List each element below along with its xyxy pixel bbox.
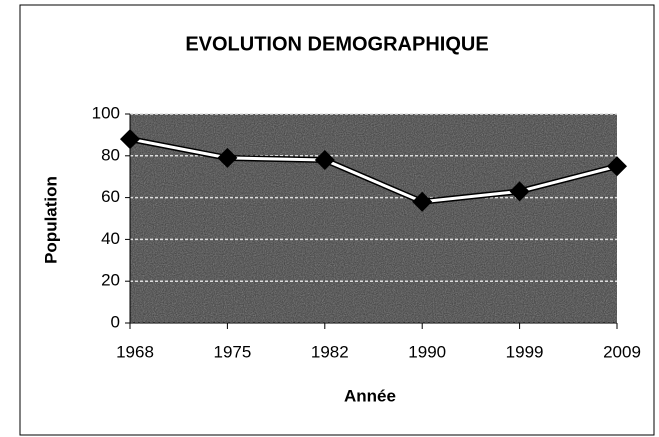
y-tick-label: 80	[101, 145, 120, 164]
marker	[412, 191, 433, 212]
y-tick-label: 0	[111, 312, 120, 331]
marker	[217, 147, 238, 168]
marker	[314, 149, 335, 170]
x-tick-label: 1982	[311, 342, 349, 361]
chart-border	[19, 4, 655, 436]
y-tick-label: 40	[101, 229, 120, 248]
marker	[509, 181, 530, 202]
x-tick-label: 1968	[116, 342, 154, 361]
y-tick-label: 60	[101, 187, 120, 206]
y-tick-label: 100	[92, 103, 120, 122]
x-tick-label: 1975	[213, 342, 251, 361]
x-tick-label: 2009	[603, 342, 641, 361]
plot-texture	[130, 114, 617, 323]
x-tick-label: 1999	[506, 342, 544, 361]
chart-title: EVOLUTION DEMOGRAPHIQUE	[185, 33, 488, 55]
line	[129, 137, 618, 204]
marker	[120, 129, 140, 150]
x-tick-label: 1990	[408, 342, 446, 361]
y-axis-title: Population	[41, 176, 60, 264]
marker	[607, 156, 627, 177]
y-tick-label: 20	[101, 271, 120, 290]
x-axis-title: Année	[344, 386, 396, 405]
